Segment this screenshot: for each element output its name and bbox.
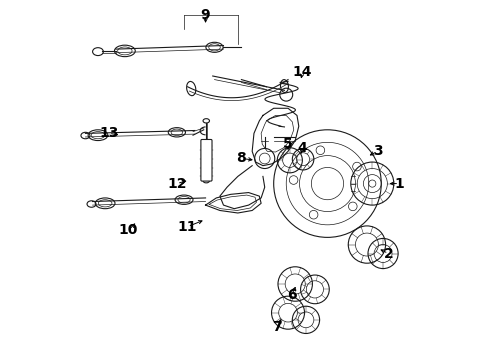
Text: 5: 5 — [283, 137, 293, 151]
Text: 7: 7 — [272, 320, 282, 334]
Text: 11: 11 — [178, 220, 197, 234]
Text: 3: 3 — [373, 144, 383, 158]
Text: 9: 9 — [201, 8, 210, 22]
FancyBboxPatch shape — [201, 139, 212, 181]
Text: 10: 10 — [119, 223, 138, 237]
Text: 13: 13 — [99, 126, 119, 140]
Text: 2: 2 — [384, 247, 393, 261]
Text: 14: 14 — [293, 66, 312, 80]
Text: 4: 4 — [297, 141, 307, 155]
Text: 12: 12 — [167, 177, 187, 190]
Text: 1: 1 — [394, 177, 404, 190]
Text: 6: 6 — [287, 288, 296, 302]
Text: 8: 8 — [237, 152, 246, 166]
